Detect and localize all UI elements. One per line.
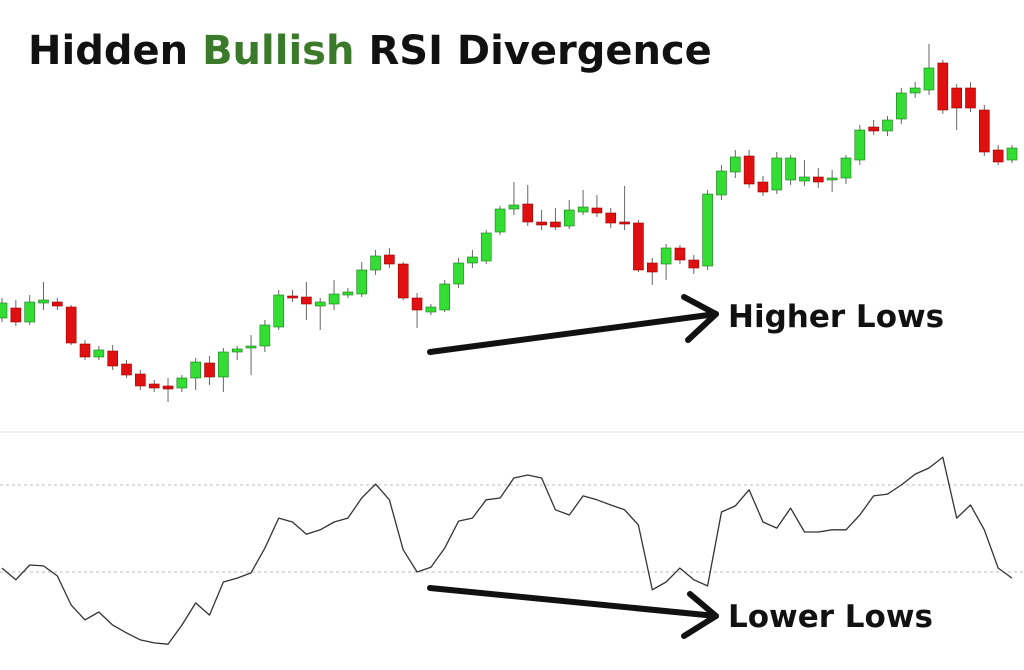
candle-body [813,176,824,183]
arrow [427,294,719,355]
title-part: Hidden [28,28,188,74]
candle-body [52,301,63,307]
candle-body [799,176,810,182]
candle-body [494,208,506,233]
candle-body [716,170,727,196]
candle-body [190,361,201,379]
title-part: RSI Divergence [368,28,711,74]
candle-body [79,343,91,358]
candle-body [923,67,935,91]
candle-body [218,351,229,378]
candle-body [231,348,243,353]
candle-body [24,301,35,323]
rsi-line [1,456,1013,645]
candle-body [591,207,603,214]
title-part: Bullish [202,28,354,74]
candle-body [176,377,188,389]
candle-body [65,306,77,344]
candle-body [135,373,146,387]
candle-body [868,126,879,132]
candle-body [259,324,271,347]
candles [0,44,1018,402]
candle-body [148,383,160,389]
candle-body [425,306,437,313]
candle-body [1006,147,1018,161]
candle-body [273,294,285,328]
candle-body [162,385,174,390]
candle-body [38,299,49,304]
candle-body [397,263,409,299]
candle-body [328,293,340,305]
candle-body [522,203,534,223]
candle-body [370,255,381,271]
candle-body [979,109,990,153]
candle-body [439,283,451,311]
candle-body [909,87,921,94]
candle-body [0,302,8,319]
candle-body [93,349,105,358]
candle-body [605,212,617,224]
candle-body [785,157,796,181]
candle-body [384,254,395,265]
rsi-pane [0,456,1024,645]
candle-body [854,129,866,161]
candle-body [10,307,22,323]
candle-body [660,247,672,265]
candle-body [757,181,769,193]
candle-body [674,247,686,261]
candle-body [411,297,423,311]
candle-body [743,155,755,185]
candle-body [951,87,962,109]
candle-body [882,119,893,132]
candle-body [356,269,368,295]
candle-body [840,157,852,179]
candle-body [577,206,589,213]
candle-body [646,262,658,273]
annotation: Higher Lows [728,299,944,335]
candle-body [619,221,630,225]
candle-body [729,156,741,173]
candle-body [467,256,478,264]
candle-body [453,262,464,285]
candle-body [342,291,354,296]
candle-body [301,296,312,305]
candle-body [937,62,949,111]
candle-body [896,92,907,120]
candle-body [480,232,492,262]
candle-body [633,222,644,271]
candle-body [536,221,547,226]
candle-body [688,259,700,269]
candle-body [314,301,326,307]
candle-body [771,157,783,191]
annotation: Lower Lows [728,599,933,635]
arrow [427,585,719,639]
candle-body [508,204,520,210]
candle-body [965,87,976,109]
chart-title: Hidden Bullish RSI Divergence [28,28,712,74]
candle-body [107,350,118,367]
candle-body [204,362,215,378]
candle-body [287,295,298,299]
candle-body [563,209,575,227]
candle-body [121,363,132,376]
candle-body [245,345,257,349]
candle-body [992,149,1004,163]
candle-body [550,221,561,228]
candle-body [826,177,838,181]
candle-body [702,193,713,267]
